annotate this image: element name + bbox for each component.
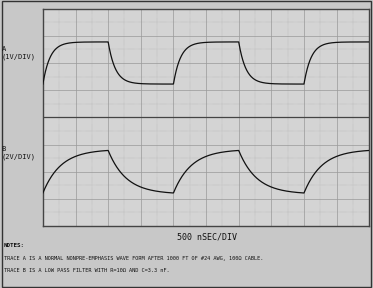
Text: 500 nSEC/DIV: 500 nSEC/DIV bbox=[177, 233, 237, 242]
Text: A
(1V/DIV): A (1V/DIV) bbox=[2, 46, 36, 60]
Text: NOTES:: NOTES: bbox=[4, 243, 25, 248]
Text: TRACE B IS A LOW PASS FILTER WITH R=10Ω AND C=3.3 nF.: TRACE B IS A LOW PASS FILTER WITH R=10Ω … bbox=[4, 268, 169, 273]
Text: B
(2V/DIV): B (2V/DIV) bbox=[2, 146, 36, 160]
Text: TRACE A IS A NORMAL NONPRE-EMPHASIS WAVE FORM AFTER 1000 FT OF #24 AWG, 100Ω CAB: TRACE A IS A NORMAL NONPRE-EMPHASIS WAVE… bbox=[4, 256, 263, 261]
